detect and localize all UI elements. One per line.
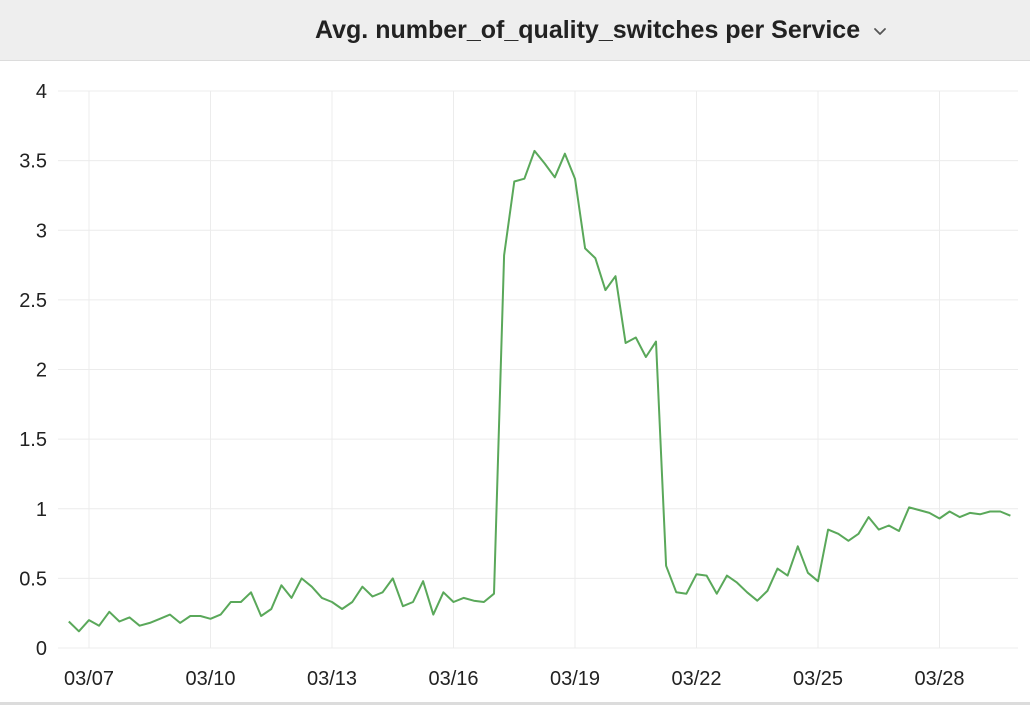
y-tick-label: 2.5	[19, 290, 47, 312]
chevron-down-icon	[874, 27, 887, 35]
y-tick-label: 4	[36, 81, 47, 103]
x-tick-label: 03/28	[914, 668, 964, 690]
y-tick-label: 1.5	[19, 429, 47, 451]
y-tick-label: 0.5	[19, 568, 47, 590]
panel-bottom-border	[0, 702, 1030, 705]
y-tick-label: 1	[36, 499, 47, 521]
panel-title: Avg. number_of_quality_switches per Serv…	[315, 16, 861, 44]
y-tick-label: 3.5	[19, 151, 47, 173]
x-tick-label: 03/19	[550, 668, 600, 690]
x-tick-label: 03/22	[671, 668, 721, 690]
x-tick-label: 03/07	[64, 668, 114, 690]
y-tick-label: 0	[36, 638, 47, 660]
line-chart: 0 0.5 1 1.5 2 2.5 3 3.5 4 03/07 03/10 03/13 03/16 03/…	[19, 81, 1018, 690]
panel-header: Avg. number_of_quality_switches per Serv…	[0, 0, 1030, 61]
x-tick-label: 03/16	[428, 668, 478, 690]
series-line	[68, 149, 1011, 633]
panel-title-menu[interactable]: Avg. number_of_quality_switches per Serv…	[315, 16, 888, 45]
y-tick-label: 2	[36, 360, 47, 382]
x-tick-label: 03/13	[307, 668, 357, 690]
x-tick-label: 03/10	[185, 668, 235, 690]
x-tick-label: 03/25	[793, 668, 843, 690]
y-tick-label: 3	[36, 220, 47, 242]
